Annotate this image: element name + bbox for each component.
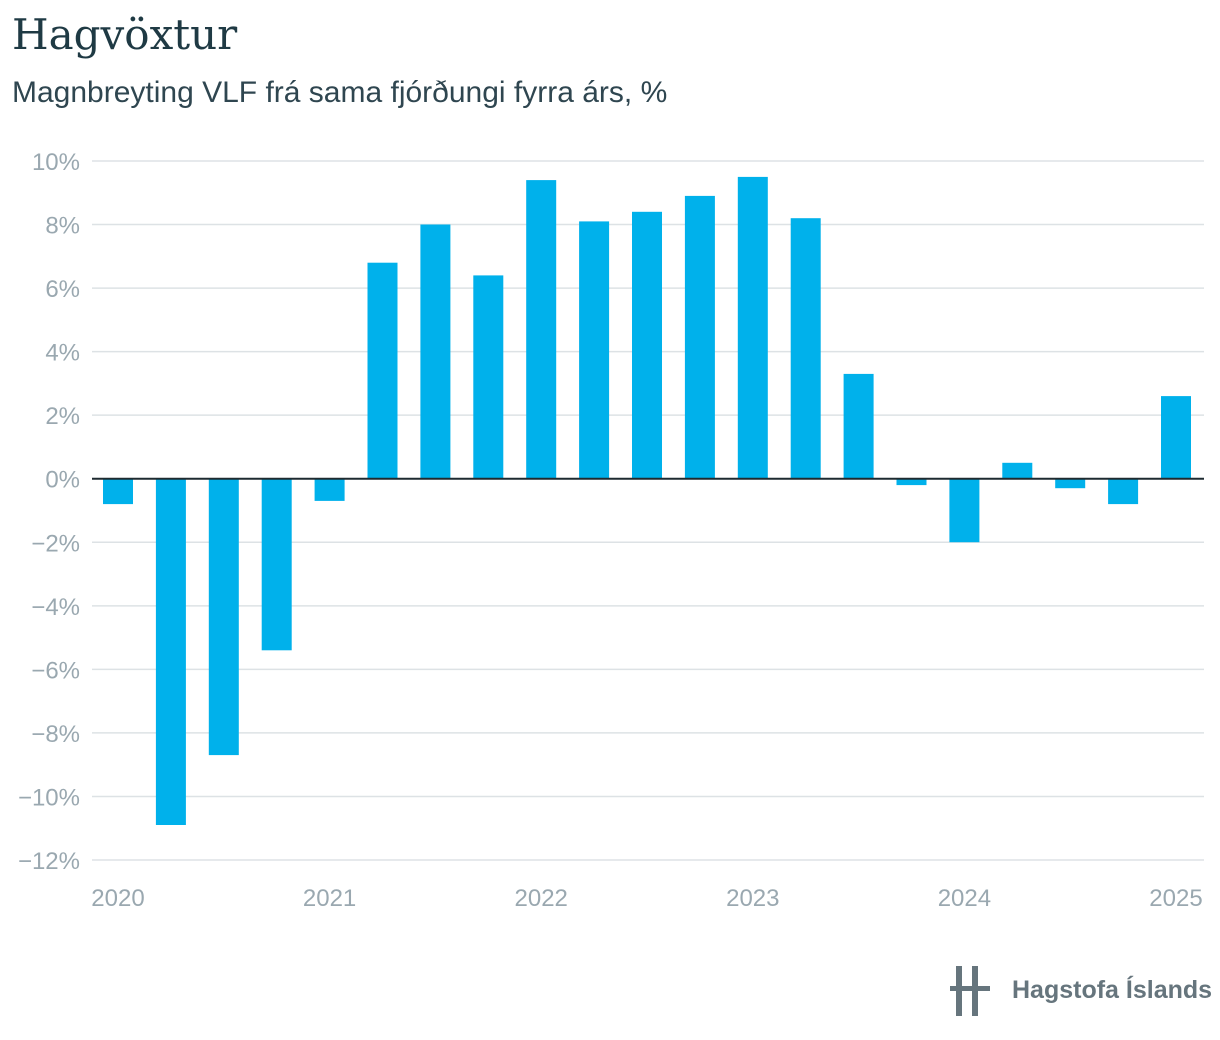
bar-2022q3[interactable] [632, 211, 662, 479]
x-tick-label: 2021 [303, 885, 356, 912]
bar-2022q4[interactable] [684, 195, 715, 479]
bar-2024q1[interactable] [949, 478, 980, 543]
x-tick-label: 2020 [91, 885, 144, 912]
bar-2024q4[interactable] [1108, 478, 1139, 505]
y-tick-label: −4% [31, 594, 80, 621]
bar-2020q2[interactable] [155, 478, 186, 825]
bar-2023q4[interactable] [896, 478, 927, 486]
bar-2025q1[interactable] [1161, 396, 1191, 479]
bar-2022q1[interactable] [526, 180, 557, 479]
bar-2023q1[interactable] [737, 176, 768, 479]
hagstofa-logo[interactable]: Hagstofa Íslands [950, 962, 1213, 1022]
bar-2021q3[interactable] [420, 224, 451, 479]
x-tick-label: 2023 [726, 885, 779, 912]
bar-2021q4[interactable] [473, 275, 504, 479]
y-tick-label: −8% [31, 721, 80, 748]
bar-chart: 10%8%6%4%2%0%−2%−4%−6%−8%−10%−12% 2020 20… [18, 149, 1204, 912]
x-tick-label: 2022 [515, 885, 568, 912]
bar-2022q2[interactable] [579, 221, 610, 479]
y-tick-label: 8% [45, 213, 80, 240]
bar-2023q2[interactable] [790, 218, 821, 479]
bar-2023q3[interactable] [843, 373, 874, 479]
bar-2020q3[interactable] [208, 478, 239, 756]
y-tick-label: −2% [31, 530, 80, 557]
y-tick-label: 0% [45, 467, 80, 494]
x-tick-label: 2025 [1149, 885, 1202, 912]
y-tick-label: 6% [45, 276, 80, 303]
x-axis-ticks: 2020 2021 2022 2023 2024 2025 [91, 885, 1202, 912]
y-axis-ticks: 10% 8% 6% 4% 2% 0% −2% −4% −6% −8% −10% −12% [18, 149, 80, 875]
y-tick-label: 4% [45, 340, 80, 367]
chart-subtitle: Magnbreyting VLF frá sama fjórðungi fyrr… [12, 76, 668, 109]
y-tick-label: −10% [18, 784, 80, 811]
hagstofa-logo-icon [950, 966, 990, 1016]
y-tick-label: −12% [18, 848, 80, 875]
bar-2020q4[interactable] [261, 478, 292, 651]
chart-title: Hagvöxtur [12, 10, 238, 59]
bars [103, 176, 1191, 825]
logo-text: Hagstofa Íslands [1012, 976, 1213, 1004]
bar-2020q1[interactable] [103, 478, 133, 505]
y-tick-label: 2% [45, 403, 80, 430]
bar-2024q3[interactable] [1055, 478, 1086, 489]
bar-2021q2[interactable] [367, 262, 398, 479]
y-tick-label: −6% [31, 657, 80, 684]
y-tick-label: 10% [32, 149, 80, 176]
bar-2024q2[interactable] [1002, 462, 1033, 479]
x-tick-label: 2024 [938, 885, 991, 912]
bar-2021q1[interactable] [314, 478, 345, 501]
